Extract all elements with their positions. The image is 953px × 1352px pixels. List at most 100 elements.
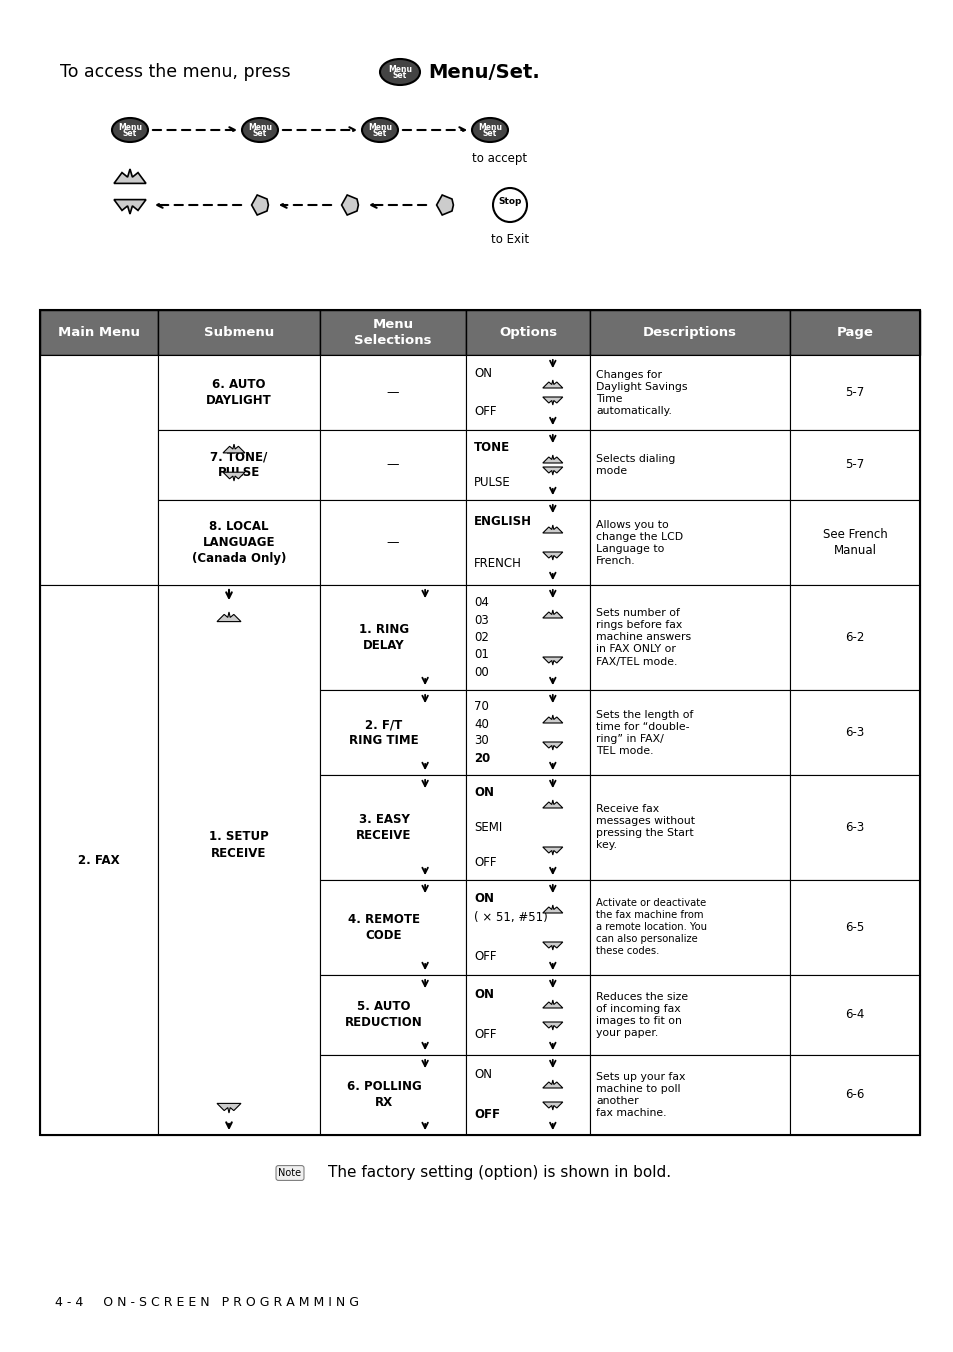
Text: OFF: OFF: [474, 404, 496, 418]
Text: Activate or deactivate
the fax machine from
a remote location. You
can also pers: Activate or deactivate the fax machine f…: [596, 899, 706, 956]
Text: Menu: Menu: [388, 65, 412, 73]
Text: 7. TONE/
PULSE: 7. TONE/ PULSE: [211, 450, 268, 480]
Polygon shape: [341, 195, 358, 215]
Bar: [789, 690, 919, 775]
Polygon shape: [542, 715, 562, 723]
Bar: [40, 310, 158, 356]
Bar: [465, 1055, 589, 1134]
Polygon shape: [542, 1022, 562, 1030]
Text: ENGLISH: ENGLISH: [474, 515, 532, 527]
Polygon shape: [436, 195, 453, 215]
Polygon shape: [113, 169, 146, 184]
Text: 4 - 4     O N - S C R E E N   P R O G R A M M I N G: 4 - 4 O N - S C R E E N P R O G R A M M …: [55, 1295, 358, 1309]
Text: Menu: Menu: [248, 123, 272, 131]
Polygon shape: [542, 904, 562, 913]
Text: Submenu: Submenu: [204, 326, 274, 339]
Bar: [465, 585, 589, 690]
Text: 2. FAX: 2. FAX: [78, 853, 120, 867]
Bar: [465, 430, 589, 500]
Text: OFF: OFF: [474, 856, 496, 869]
Bar: [465, 356, 589, 430]
Text: ON: ON: [474, 892, 494, 906]
Polygon shape: [542, 1000, 562, 1009]
Text: 5-7: 5-7: [844, 458, 863, 472]
Polygon shape: [542, 466, 562, 475]
Bar: [465, 500, 589, 585]
Text: Note: Note: [278, 1168, 301, 1178]
Bar: [158, 310, 319, 356]
Ellipse shape: [472, 118, 507, 142]
Text: Set: Set: [123, 130, 137, 138]
Text: See French
Manual: See French Manual: [821, 529, 886, 557]
Text: PULSE: PULSE: [474, 476, 510, 489]
Bar: [158, 356, 319, 430]
Bar: [789, 356, 919, 430]
Text: —: —: [386, 387, 399, 399]
Text: Selects dialing
mode: Selects dialing mode: [596, 454, 675, 476]
Bar: [589, 585, 789, 690]
Polygon shape: [216, 612, 241, 622]
Bar: [789, 775, 919, 880]
Polygon shape: [542, 742, 562, 750]
Text: ON: ON: [474, 368, 492, 380]
Text: ON: ON: [474, 786, 494, 799]
Bar: [465, 690, 589, 775]
Text: 3. EASY
RECEIVE: 3. EASY RECEIVE: [355, 813, 412, 842]
Bar: [789, 310, 919, 356]
Text: 5-7: 5-7: [844, 387, 863, 399]
Text: Changes for
Daylight Savings
Time
automatically.: Changes for Daylight Savings Time automa…: [596, 369, 687, 415]
Polygon shape: [542, 942, 562, 950]
Text: Menu/Set.: Menu/Set.: [428, 62, 539, 81]
Bar: [40, 585, 158, 1134]
Text: Menu: Menu: [118, 123, 142, 131]
Text: 40: 40: [474, 718, 488, 730]
Text: 04: 04: [474, 596, 488, 608]
Polygon shape: [542, 397, 562, 406]
Bar: [589, 430, 789, 500]
Bar: [158, 500, 319, 585]
Bar: [158, 585, 319, 1134]
Ellipse shape: [112, 118, 148, 142]
Text: TONE: TONE: [474, 441, 510, 454]
Bar: [465, 880, 589, 975]
Polygon shape: [223, 443, 245, 453]
Text: 30: 30: [474, 734, 488, 748]
Text: Set: Set: [373, 130, 387, 138]
Bar: [319, 775, 465, 880]
Text: Descriptions: Descriptions: [642, 326, 737, 339]
Text: FRENCH: FRENCH: [474, 557, 521, 571]
Ellipse shape: [379, 59, 419, 85]
Bar: [589, 356, 789, 430]
Bar: [589, 775, 789, 880]
Text: —: —: [386, 458, 399, 472]
Polygon shape: [542, 800, 562, 808]
Polygon shape: [216, 1103, 241, 1113]
Text: to Exit: to Exit: [491, 233, 529, 246]
Text: Set: Set: [253, 130, 267, 138]
Bar: [789, 1055, 919, 1134]
Bar: [319, 430, 465, 500]
Polygon shape: [113, 200, 146, 214]
Bar: [789, 585, 919, 690]
Text: 5. AUTO
REDUCTION: 5. AUTO REDUCTION: [345, 1000, 422, 1029]
Text: Main Menu: Main Menu: [58, 326, 140, 339]
Text: 6. POLLING
RX: 6. POLLING RX: [346, 1080, 421, 1110]
Text: 4. REMOTE
CODE: 4. REMOTE CODE: [348, 913, 419, 942]
Text: Sets up your fax
machine to poll
another
fax machine.: Sets up your fax machine to poll another…: [596, 1072, 684, 1118]
Polygon shape: [542, 552, 562, 560]
Text: 2. F/T
RING TIME: 2. F/T RING TIME: [349, 718, 418, 748]
Bar: [319, 356, 465, 430]
Bar: [789, 880, 919, 975]
Text: The factory setting (option) is shown in bold.: The factory setting (option) is shown in…: [328, 1165, 670, 1180]
Bar: [319, 975, 465, 1055]
Polygon shape: [223, 472, 245, 481]
Text: Page: Page: [836, 326, 873, 339]
Polygon shape: [542, 380, 562, 388]
Text: 20: 20: [474, 752, 490, 764]
Text: ON: ON: [474, 1068, 492, 1082]
Text: ( × 51, #51): ( × 51, #51): [474, 911, 547, 925]
Bar: [789, 975, 919, 1055]
Text: Receive fax
messages without
pressing the Start
key.: Receive fax messages without pressing th…: [596, 804, 695, 850]
Bar: [589, 500, 789, 585]
Text: Set: Set: [482, 130, 497, 138]
